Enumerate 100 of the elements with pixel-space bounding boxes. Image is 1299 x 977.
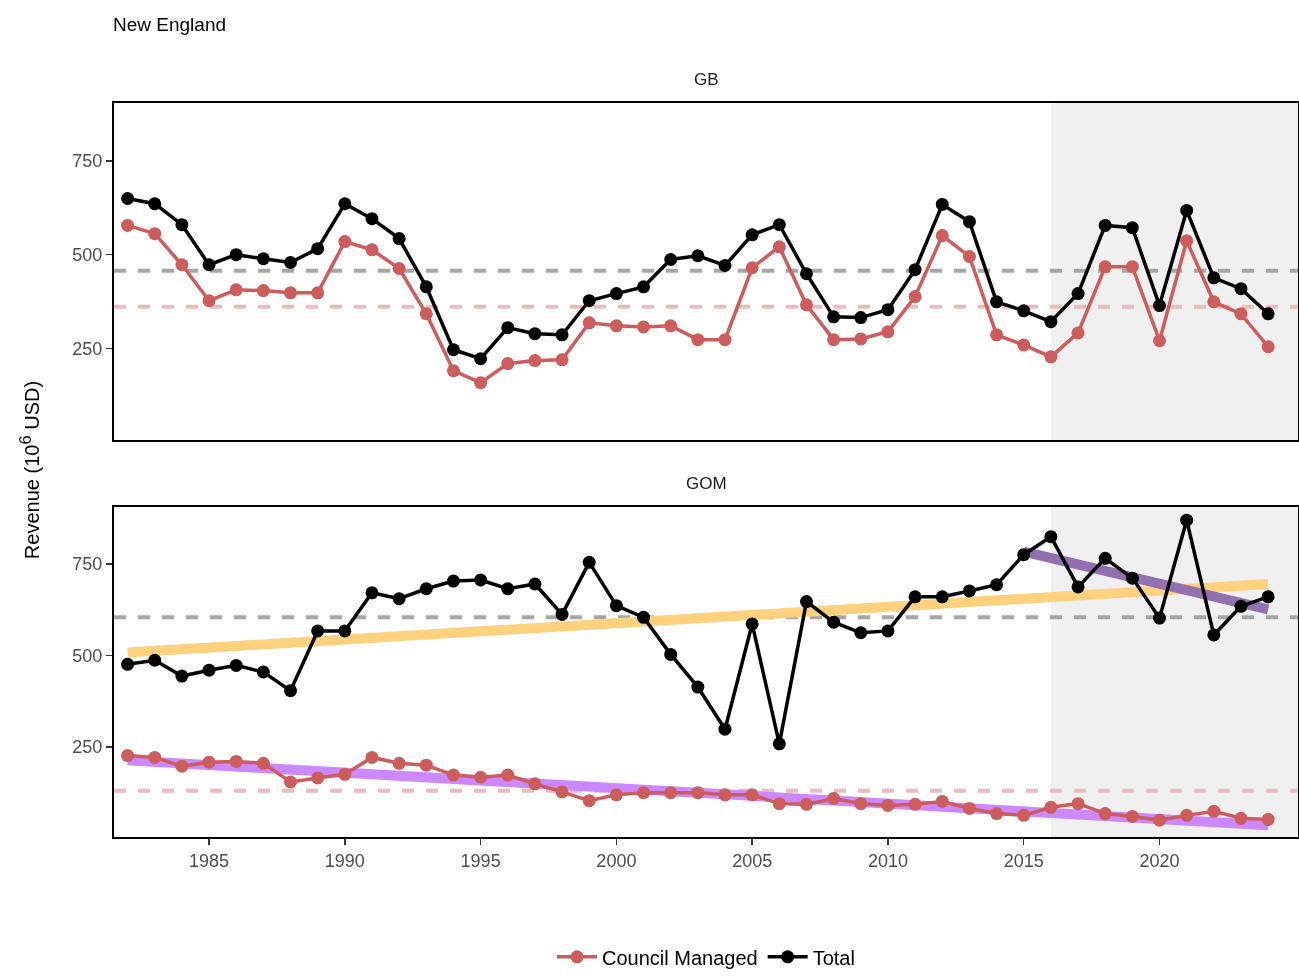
point <box>311 286 325 300</box>
point <box>501 321 515 335</box>
point <box>392 756 406 770</box>
point <box>772 240 786 254</box>
point <box>609 599 623 613</box>
point <box>1017 548 1031 562</box>
point <box>772 737 786 751</box>
point <box>881 624 895 638</box>
point <box>1044 315 1058 329</box>
point <box>148 197 162 211</box>
point <box>419 758 433 772</box>
point <box>1098 218 1112 232</box>
y-tick-label: 500 <box>72 244 103 265</box>
point <box>446 768 460 782</box>
point <box>446 343 460 357</box>
point <box>365 586 379 600</box>
point <box>1125 809 1139 823</box>
point <box>175 258 189 272</box>
point <box>229 658 243 672</box>
point <box>1153 334 1166 348</box>
point <box>691 249 705 263</box>
point <box>311 242 325 256</box>
point <box>637 320 651 334</box>
point <box>1071 580 1085 594</box>
point <box>148 750 162 764</box>
point <box>284 775 298 789</box>
point <box>935 590 949 604</box>
point <box>962 584 976 598</box>
point <box>446 574 460 588</box>
x-tick-label: 2000 <box>596 850 637 871</box>
point <box>1071 326 1085 340</box>
point <box>799 797 813 811</box>
point <box>637 610 651 624</box>
point <box>284 286 298 300</box>
point <box>935 229 949 243</box>
point <box>582 794 596 808</box>
point <box>609 319 623 333</box>
point <box>501 582 515 596</box>
point <box>1098 260 1112 274</box>
point <box>799 298 813 312</box>
point <box>1234 599 1248 613</box>
point <box>827 615 841 629</box>
point <box>148 653 162 667</box>
point <box>229 248 243 262</box>
point <box>1207 628 1221 642</box>
point <box>1261 812 1275 826</box>
point <box>1180 203 1194 217</box>
point <box>1017 808 1031 822</box>
point <box>284 684 298 698</box>
point <box>854 332 868 346</box>
point <box>745 788 759 802</box>
point <box>827 310 841 324</box>
point <box>908 797 922 811</box>
point <box>474 573 488 587</box>
point <box>338 235 352 249</box>
point <box>419 582 433 596</box>
point <box>1071 797 1085 811</box>
point <box>854 797 868 811</box>
point <box>799 595 813 609</box>
point <box>854 626 868 640</box>
y-tick-label: 500 <box>72 645 103 666</box>
point <box>121 657 135 671</box>
point <box>772 218 786 232</box>
point <box>1207 295 1221 309</box>
point <box>202 294 216 308</box>
point <box>528 327 542 341</box>
point <box>446 364 460 378</box>
point <box>962 250 976 264</box>
point <box>1125 571 1139 585</box>
point <box>474 352 488 366</box>
x-tick-label: 2005 <box>732 850 773 871</box>
point <box>1017 304 1031 318</box>
point <box>1044 350 1058 364</box>
point <box>881 325 895 339</box>
point <box>1098 551 1112 565</box>
point <box>664 786 678 800</box>
point <box>1153 813 1166 827</box>
point <box>908 263 922 277</box>
point <box>1125 221 1139 235</box>
point <box>175 218 189 232</box>
point <box>392 592 406 606</box>
point <box>338 197 352 211</box>
point <box>691 786 705 800</box>
point <box>1261 340 1275 354</box>
point <box>1261 307 1275 321</box>
point <box>284 256 298 269</box>
point <box>827 792 841 805</box>
point <box>121 191 135 205</box>
point <box>555 328 569 342</box>
point <box>1098 807 1112 821</box>
point <box>718 333 732 347</box>
point <box>1207 804 1221 818</box>
point <box>1234 811 1248 825</box>
point <box>1207 271 1221 285</box>
point <box>827 333 841 347</box>
point <box>555 607 569 621</box>
point <box>1180 808 1194 822</box>
point <box>745 617 759 631</box>
point <box>528 577 542 591</box>
chart-subtitle: GB <box>694 70 719 89</box>
